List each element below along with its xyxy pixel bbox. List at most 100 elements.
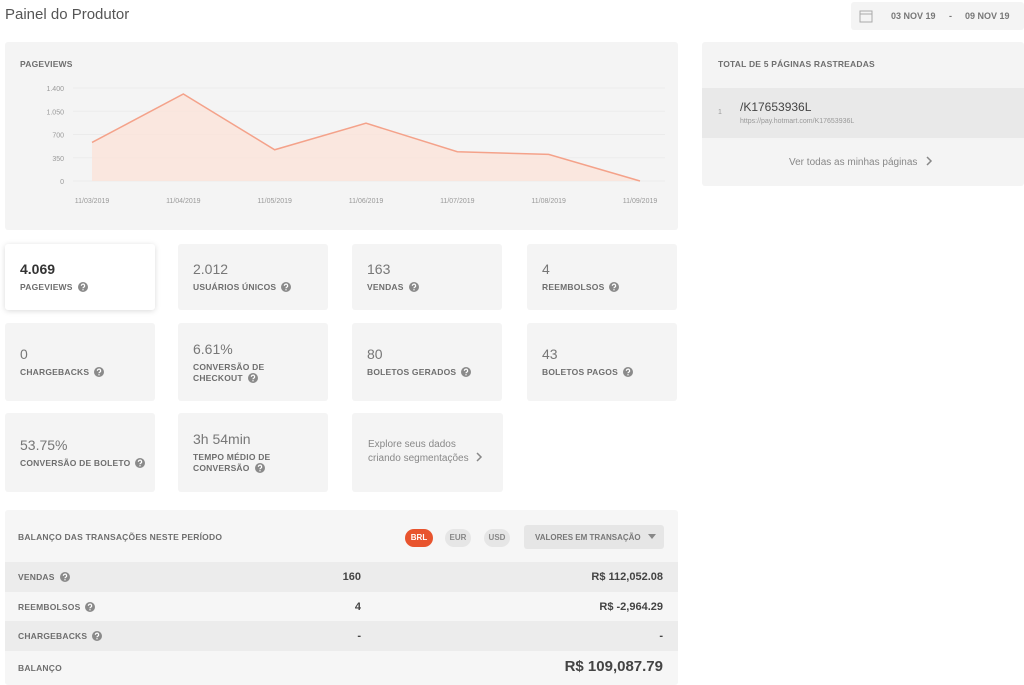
- chevron: [476, 452, 483, 462]
- page-path: /K17653936L: [740, 100, 812, 114]
- help-icon: [609, 282, 620, 292]
- metric-label: CONVERSÃO DE BOLETO: [20, 457, 155, 469]
- x-tick-label: 11/03/2019: [75, 198, 110, 205]
- row-label-text: REEMBOLSOS: [18, 601, 81, 612]
- currency-pill[interactable]: USD: [484, 529, 510, 547]
- balance-row: CHARGEBACKS - -: [5, 621, 678, 651]
- help-glyph: [464, 368, 469, 374]
- help-icon: [408, 282, 419, 292]
- help-dot: [89, 608, 92, 610]
- metric-value: 4: [542, 261, 550, 277]
- metric-label-text: VENDAS: [367, 282, 404, 292]
- metric-card: 3h 54min TEMPO MÉDIO DE CONVERSÃO: [178, 413, 328, 492]
- calendar-icon: [859, 10, 873, 23]
- metric-card: 0 CHARGEBACKS: [5, 323, 155, 401]
- help-icon: [59, 572, 70, 582]
- help-icon: [77, 282, 88, 292]
- row-label: VENDAS: [18, 572, 70, 583]
- row-count: -: [357, 630, 361, 642]
- row-count: 160: [342, 571, 361, 583]
- x-tick-label: 11/06/2019: [349, 198, 384, 205]
- metric-label-text: CONVERSÃO DE BOLETO: [20, 457, 131, 468]
- metric-label-text: CONVERSÃO DE CHECKOUT: [193, 361, 265, 383]
- metric-label: BOLETOS GERADOS: [367, 367, 502, 378]
- metric-label-text: BOLETOS GERADOS: [367, 367, 457, 377]
- mode-select[interactable]: VALORES EM TRANSAÇÃO: [524, 525, 664, 549]
- help-glyph: [250, 374, 255, 379]
- balance-row: REEMBOLSOS 4 R$ -2,964.29: [5, 591, 678, 622]
- page-index: 1: [718, 109, 722, 116]
- help-glyph: [625, 368, 631, 374]
- metric-value: 0: [20, 346, 28, 362]
- help-glyph: [62, 573, 67, 579]
- x-tick-label: 11/09/2019: [623, 198, 658, 205]
- date-range[interactable]: 03 NOV 19 - 09 NOV 19: [851, 2, 1024, 30]
- pages-link[interactable]: Ver todas as minhas páginas: [789, 156, 934, 168]
- help-icon: [622, 367, 633, 377]
- metric-value: 3h 54min: [193, 431, 251, 447]
- x-tick-label: 11/08/2019: [531, 198, 566, 205]
- area: [92, 93, 640, 181]
- help-icon: [94, 367, 105, 377]
- y-tick-label: 700: [52, 133, 64, 140]
- help-dot: [139, 464, 142, 466]
- currency-pill[interactable]: BRL: [405, 529, 433, 547]
- currency-pill[interactable]: EUR: [445, 529, 471, 547]
- metric-label: PAGEVIEWS: [20, 282, 155, 293]
- metric-value: 43: [542, 346, 558, 362]
- page-title: Painel do Produtor: [5, 6, 130, 23]
- help-icon: [461, 367, 472, 377]
- explore-card[interactable]: Explore seus dados criando segmentações: [352, 413, 503, 492]
- metric-label-text: PAGEVIEWS: [20, 282, 73, 292]
- metric-label: CONVERSÃO DE CHECKOUT: [193, 362, 273, 384]
- y-tick-label: 350: [52, 156, 64, 163]
- row-label-text: CHARGEBACKS: [18, 631, 88, 641]
- metric-card: 6.61% CONVERSÃO DE CHECKOUT: [178, 323, 328, 401]
- row-amount: R$ 112,052.08: [591, 571, 663, 583]
- caret: [647, 534, 656, 539]
- total-label: BALANÇO: [18, 663, 62, 673]
- metric-card: 43 BOLETOS PAGOS: [527, 323, 677, 401]
- help-icon: [254, 463, 265, 473]
- metric-value: 80: [367, 346, 383, 362]
- total-amount: R$ 109,087.79: [564, 658, 663, 675]
- help-glyph: [97, 368, 102, 374]
- metric-card: 4.069 PAGEVIEWS: [5, 244, 155, 310]
- metric-label: VENDAS: [367, 282, 502, 293]
- row-amount: R$ -2,964.29: [599, 600, 663, 613]
- help-glyph: [80, 283, 85, 289]
- help-glyph: [612, 283, 617, 289]
- metric-value: 6.61%: [193, 340, 233, 357]
- y-tick-label: 1.400: [46, 86, 64, 93]
- metric-card: 80 BOLETOS GERADOS: [352, 323, 502, 401]
- help-icon: [92, 631, 103, 641]
- metric-value: 163: [367, 261, 391, 277]
- help-dot: [252, 379, 254, 381]
- help-dot: [96, 638, 98, 640]
- page-url: https://pay.hotmart.com/K17653936L: [740, 118, 855, 125]
- balance-card: BALANÇO DAS TRANSAÇÕES NESTE PERÍODO VAL…: [5, 510, 678, 685]
- metric-label: REEMBOLSOS: [542, 282, 677, 293]
- link-text: Ver todas as minhas páginas: [789, 157, 918, 168]
- metric-label-text: BOLETOS PAGOS: [542, 367, 618, 377]
- help-dot: [285, 289, 287, 291]
- metric-label-text: TEMPO MÉDIO DE CONVERSÃO: [193, 452, 271, 473]
- metric-label-text: USUÁRIOS ÚNICOS: [193, 282, 277, 292]
- page-row[interactable]: 1 /K17653936L https://pay.hotmart.com/K1…: [702, 88, 1024, 138]
- help-dot: [81, 289, 84, 291]
- row-label-text: VENDAS: [18, 572, 55, 582]
- metric-label: USUÁRIOS ÚNICOS: [193, 282, 328, 293]
- mode-text: VALORES EM TRANSAÇÃO: [535, 533, 641, 542]
- help-glyph: [88, 603, 93, 608]
- metric-card: 2.012 USUÁRIOS ÚNICOS: [178, 244, 328, 310]
- pages-card: TOTAL DE 5 PÁGINAS RASTREADAS 1 /K176539…: [702, 42, 1024, 186]
- help-glyph: [95, 632, 100, 638]
- metric-card: 163 VENDAS: [352, 244, 502, 310]
- help-icon: [281, 282, 292, 292]
- help-dot: [613, 289, 616, 291]
- date-start: 03 NOV 19: [891, 11, 936, 21]
- help-glyph: [257, 464, 262, 470]
- help-glyph: [284, 283, 289, 289]
- metric-label-text: CHARGEBACKS: [20, 367, 90, 377]
- help-dot: [63, 579, 66, 581]
